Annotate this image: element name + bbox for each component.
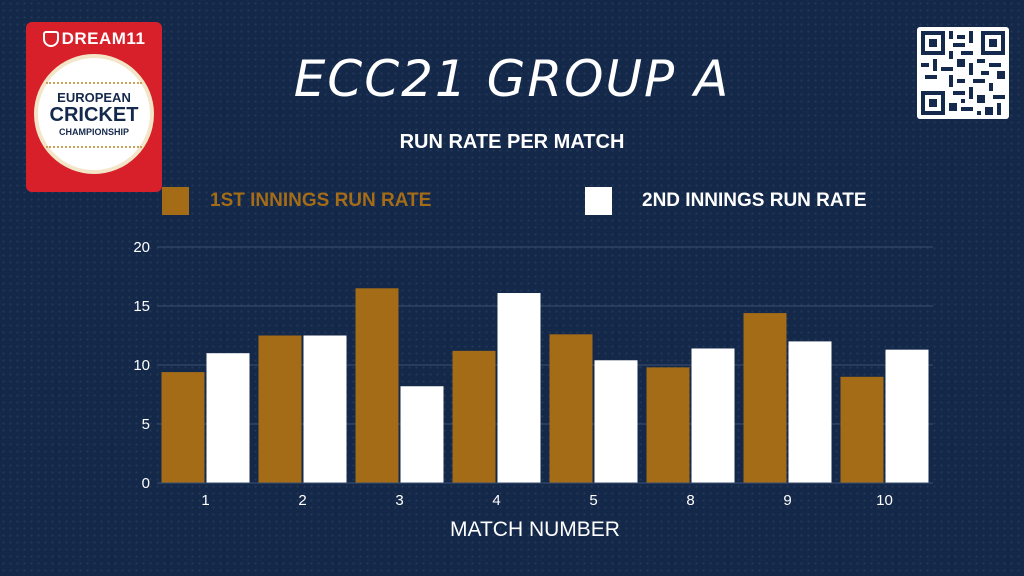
page-title: ECC21 GROUP A bbox=[293, 50, 731, 108]
legend-swatch-1st-innings bbox=[162, 187, 189, 215]
bar-2nd-innings bbox=[206, 353, 250, 483]
chart-title: RUN RATE PER MATCH bbox=[399, 131, 625, 153]
dream11-shield-icon bbox=[42, 31, 59, 47]
bar-2nd-innings bbox=[400, 386, 444, 483]
ball-seam-top bbox=[46, 82, 142, 84]
legend-swatch-2nd-innings bbox=[585, 187, 612, 215]
y-tick-label: 20 bbox=[133, 239, 150, 256]
y-tick-label: 10 bbox=[133, 357, 150, 374]
bar-1st-innings bbox=[840, 376, 884, 483]
y-tick-label: 0 bbox=[142, 475, 150, 492]
y-tick-label: 15 bbox=[133, 298, 150, 315]
qr-code-icon bbox=[921, 31, 1005, 115]
cricket-ball-icon: EUROPEAN CRICKET CHAMPIONSHIP bbox=[34, 54, 154, 174]
bar-1st-innings bbox=[452, 350, 496, 483]
bar-2nd-innings bbox=[788, 341, 832, 483]
x-tick-label: 2 bbox=[298, 492, 306, 509]
bar-1st-innings bbox=[355, 288, 399, 483]
bar-1st-innings bbox=[743, 313, 787, 483]
x-tick-label: 8 bbox=[686, 492, 694, 509]
ball-seam-bottom bbox=[46, 146, 142, 148]
bar-1st-innings bbox=[161, 372, 205, 483]
bar-1st-innings bbox=[646, 367, 690, 483]
x-tick-label: 1 bbox=[201, 492, 209, 509]
legend-label-1st-innings: 1ST INNINGS RUN RATE bbox=[210, 190, 432, 211]
ecc-logo: DREAM11 EUROPEAN CRICKET CHAMPIONSHIP bbox=[26, 22, 162, 192]
bar-2nd-innings bbox=[594, 360, 638, 483]
y-tick-label: 5 bbox=[142, 416, 150, 433]
bar-2nd-innings bbox=[691, 348, 735, 483]
dream11-brand-text: DREAM11 bbox=[61, 29, 146, 48]
x-tick-label: 4 bbox=[492, 492, 500, 509]
qr-code[interactable] bbox=[917, 27, 1009, 119]
bar-2nd-innings bbox=[303, 335, 347, 483]
bar-2nd-innings bbox=[885, 349, 929, 483]
x-tick-label: 10 bbox=[876, 492, 893, 509]
legend-label-2nd-innings: 2ND INNINGS RUN RATE bbox=[642, 190, 867, 211]
logo-text-championship: CHAMPIONSHIP bbox=[58, 127, 129, 137]
x-tick-label: 3 bbox=[395, 492, 403, 509]
logo-text-european: EUROPEAN bbox=[57, 90, 131, 105]
dream11-brand: DREAM11 bbox=[26, 29, 162, 49]
x-axis-label: MATCH NUMBER bbox=[450, 518, 620, 541]
x-tick-label: 5 bbox=[589, 492, 597, 509]
bar-2nd-innings bbox=[497, 293, 541, 483]
bar-1st-innings bbox=[549, 334, 593, 483]
x-tick-label: 9 bbox=[783, 492, 791, 509]
bar-1st-innings bbox=[258, 335, 302, 483]
logo-text-cricket: CRICKET bbox=[49, 104, 139, 126]
